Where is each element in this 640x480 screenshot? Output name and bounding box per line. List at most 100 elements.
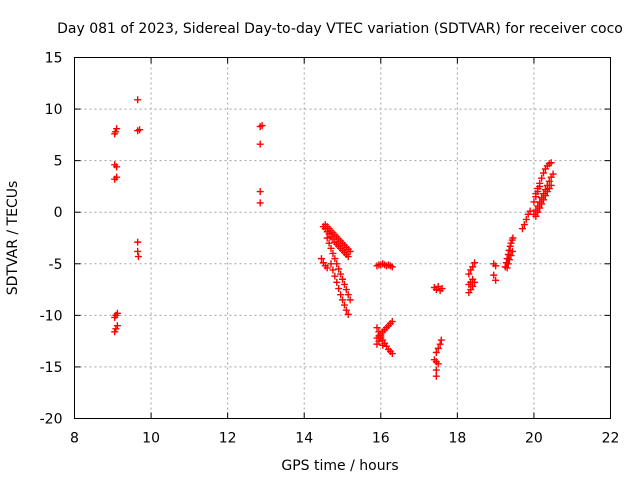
data-point [344, 253, 352, 261]
data-point [346, 247, 354, 255]
x-tick-label: 12 [219, 431, 237, 447]
data-point [379, 341, 387, 349]
data-point [530, 198, 538, 206]
axis-ticks: 8 10 12 14 16 18 20 22 -20 -15 -10 -5 0 5 10 15 [40, 51, 620, 447]
data-point [112, 325, 120, 333]
data-point [377, 334, 385, 342]
chart-title: Day 081 of 2023, Sidereal Day-to-day VTE… [57, 21, 623, 37]
x-tick-label: 18 [448, 431, 466, 447]
data-point [509, 234, 517, 242]
y-tick-label: -20 [40, 412, 63, 428]
data-point [339, 296, 346, 304]
data-point [436, 340, 444, 348]
y-tick-label: 15 [45, 51, 63, 67]
data-point [492, 276, 500, 284]
data-point [532, 193, 540, 201]
data-point [432, 372, 440, 380]
data-point [256, 140, 264, 148]
data-point [471, 259, 479, 267]
x-tick-label: 16 [372, 431, 390, 447]
data-point [134, 253, 142, 261]
data-point [113, 309, 121, 317]
data-point [134, 96, 142, 104]
data-point [337, 270, 345, 278]
data-point [333, 278, 341, 286]
data-point [342, 286, 350, 294]
data-point [335, 285, 343, 293]
data-point [522, 215, 530, 223]
data-point [331, 255, 339, 263]
data-point [346, 296, 354, 304]
data-point [329, 249, 337, 257]
data-point [388, 318, 396, 326]
data-point [540, 196, 547, 204]
data-point [340, 280, 348, 288]
data-point [344, 310, 352, 318]
data-point [505, 256, 513, 264]
data-point [538, 200, 546, 208]
x-tick-label: 8 [70, 431, 79, 447]
data-point [327, 260, 335, 268]
data-point [373, 324, 381, 332]
x-tick-label: 20 [525, 431, 543, 447]
data-point [111, 128, 119, 136]
x-tick-label: 22 [602, 431, 620, 447]
y-tick-label: -15 [40, 360, 63, 376]
data-point [434, 360, 442, 368]
y-axis-label: SDTVAR / TECUs [5, 181, 21, 296]
data-point [111, 328, 119, 336]
data-point [541, 192, 549, 200]
data-point [536, 204, 544, 212]
data-point [536, 182, 544, 190]
data-point [342, 306, 350, 314]
data-point [434, 344, 442, 352]
data-point [503, 264, 511, 272]
data-point [323, 264, 331, 272]
data-point [504, 260, 512, 268]
data-point [388, 350, 396, 358]
data-point [317, 255, 325, 263]
data-point [508, 247, 516, 255]
data-point [325, 239, 333, 247]
data-point [471, 278, 479, 286]
data-point [339, 275, 346, 283]
data-point [492, 262, 500, 270]
data-points [111, 96, 557, 380]
data-point [344, 291, 352, 299]
data-point [136, 126, 144, 134]
y-tick-label: 10 [45, 102, 63, 118]
data-point [134, 238, 142, 246]
data-point [329, 266, 337, 274]
data-point [490, 271, 498, 279]
data-point [505, 246, 513, 254]
x-tick-label: 14 [295, 431, 313, 447]
data-point [438, 285, 446, 293]
y-tick-label: -10 [40, 308, 63, 324]
data-point [538, 174, 546, 182]
y-tick-label: 0 [54, 205, 63, 221]
data-point [506, 242, 514, 250]
data-point [113, 163, 121, 171]
data-point [331, 272, 339, 280]
data-point [113, 322, 121, 330]
data-point [432, 366, 440, 374]
data-point [518, 225, 526, 233]
data-point [540, 169, 547, 177]
data-point [534, 188, 542, 196]
data-point [258, 122, 266, 130]
data-point [520, 221, 528, 229]
data-point [323, 234, 331, 242]
data-point [534, 208, 542, 216]
data-point [547, 159, 555, 167]
data-point [434, 282, 442, 290]
data-point [532, 212, 540, 220]
data-point [340, 301, 348, 309]
data-point [547, 181, 555, 189]
data-point [388, 263, 396, 271]
y-tick-label: -5 [49, 257, 63, 273]
data-point [549, 170, 557, 178]
data-point [469, 263, 477, 271]
data-point [134, 247, 142, 255]
data-point [507, 252, 515, 260]
